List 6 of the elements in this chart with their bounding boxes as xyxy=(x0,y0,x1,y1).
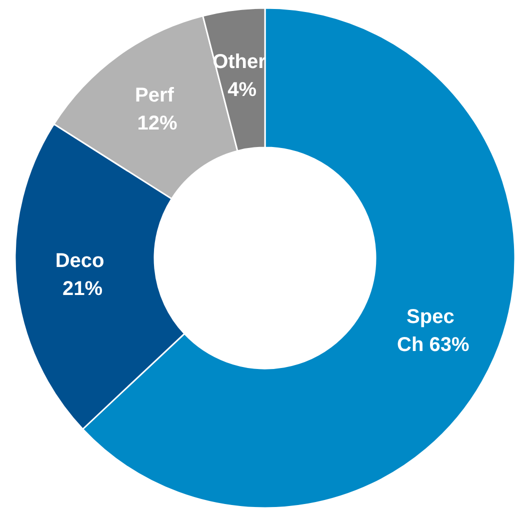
slice-label: Deco xyxy=(55,250,110,272)
data-label: 12% xyxy=(137,112,178,135)
slice-label: Spec Ch 63% xyxy=(397,306,470,356)
slice-label: Perf xyxy=(135,84,180,107)
data-label: 21% xyxy=(62,278,103,300)
data-label: 4% xyxy=(228,79,257,102)
